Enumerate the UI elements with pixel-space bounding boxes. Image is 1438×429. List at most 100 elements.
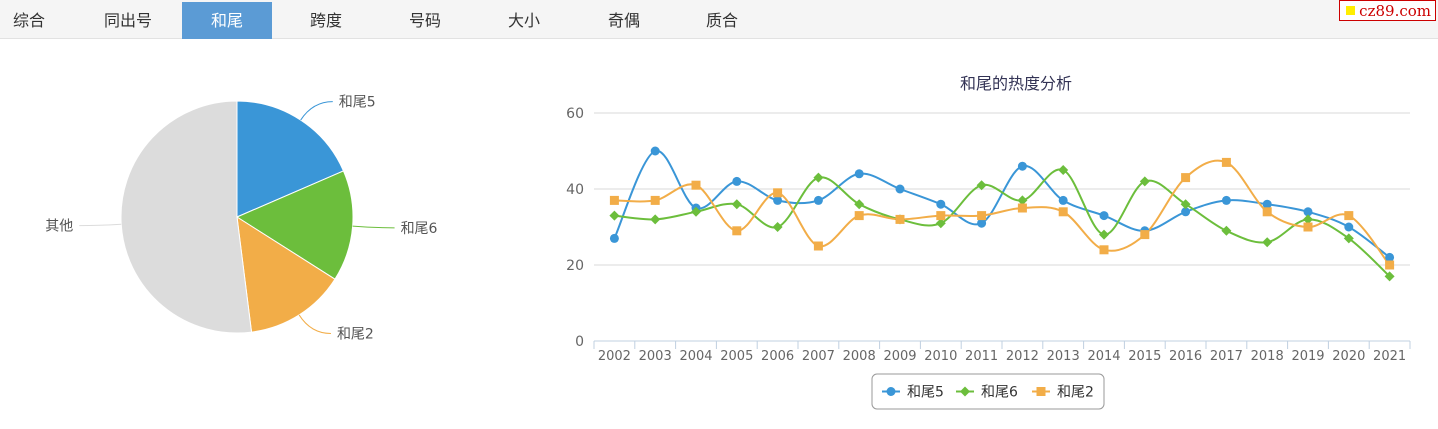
series-3-point-2: [691, 180, 701, 190]
tab-tongchuhao[interactable]: 同出号: [103, 11, 152, 30]
x-tick-label-9: 2011: [965, 349, 998, 364]
pie-label-1: 和尾5: [339, 95, 376, 111]
tab-daxiao[interactable]: 大小: [507, 11, 540, 30]
series-1-point-12: [1099, 211, 1109, 221]
series-2-point-0: [609, 210, 620, 221]
tab-haoma[interactable]: 号码: [408, 11, 441, 30]
x-tick-label-0: 2002: [598, 349, 631, 364]
series-1-point-3: [732, 176, 742, 186]
logo-text: cz89.com: [1359, 1, 1431, 20]
x-tick-label-10: 2012: [1006, 349, 1039, 364]
series-2-point-11: [1058, 165, 1069, 175]
series-1-point-7: [895, 184, 905, 194]
series-3-point-8: [936, 211, 946, 221]
x-tick-label-18: 2020: [1332, 349, 1365, 364]
series-1-point-14: [1181, 207, 1191, 217]
x-tick-label-19: 2021: [1373, 349, 1406, 364]
series-2-point-18: [1343, 233, 1354, 244]
legend-marker-3: [1036, 387, 1046, 396]
series-3-point-15: [1221, 157, 1231, 167]
x-tick-label-8: 2010: [924, 349, 957, 364]
legend-label-1: 和尾5: [907, 385, 944, 401]
pie-slice-3: [236, 216, 336, 333]
x-tick-label-12: 2014: [1087, 349, 1120, 364]
series-1-point-4: [773, 195, 783, 205]
series-line-2: [614, 168, 1391, 278]
x-tick-label-5: 2007: [802, 349, 835, 364]
x-tick-label-15: 2017: [1210, 349, 1243, 364]
series-1-point-19: [1385, 252, 1395, 262]
tab-kuadu[interactable]: 跨度: [309, 11, 342, 30]
pie-chart: 和尾5 和尾6 和尾2 其他: [45, 95, 437, 343]
tab-zonghe[interactable]: 综合: [12, 11, 45, 30]
legend-label-3: 和尾2: [1057, 385, 1094, 401]
series-1-point-15: [1221, 195, 1231, 205]
logo-square-icon: [1346, 6, 1356, 15]
pie-label-4: 其他: [45, 219, 73, 235]
series-3-point-18: [1344, 211, 1354, 221]
legend-marker-1: [886, 387, 896, 396]
series-2-point-2: [691, 206, 701, 217]
series-2-point-1: [650, 214, 661, 225]
series-3-point-5: [813, 241, 823, 251]
series-3-point-9: [977, 211, 987, 221]
legend-marker-2: [960, 386, 970, 397]
x-tick-label-14: 2016: [1169, 349, 1202, 364]
x-tick-label-3: 2005: [720, 349, 753, 364]
pie-label-3: 和尾2: [337, 327, 374, 343]
series-1-point-8: [936, 199, 946, 209]
y-tick-label-3: 60: [566, 106, 584, 122]
series-3-point-7: [895, 214, 905, 224]
series-3-point-11: [1058, 207, 1068, 217]
line-chart: 和尾的热度分析 0 20 40 60 2002 2003 2004 2005 2006 2007 20…: [566, 74, 1411, 410]
series-1-point-18: [1344, 222, 1354, 232]
x-tick-label-1: 2003: [639, 349, 672, 364]
pie-label-line-3: [298, 314, 331, 335]
legend-box: [871, 373, 1105, 410]
series-3-point-13: [1140, 230, 1150, 240]
series-1-point-16: [1262, 199, 1272, 209]
pie-slice-4: [120, 100, 253, 334]
series-3-point-10: [1017, 203, 1027, 213]
x-tick-label-2: 2004: [679, 349, 712, 364]
series-2-point-4: [772, 222, 783, 232]
series-1-point-9: [977, 218, 987, 228]
x-tick-label-7: 2009: [883, 349, 916, 364]
legend-label-2: 和尾6: [981, 385, 1018, 401]
tab-hewei[interactable]: 和尾: [182, 2, 272, 39]
series-3-point-16: [1262, 207, 1272, 217]
pie-label-line-4: [79, 223, 122, 227]
series-2-point-10: [1017, 195, 1028, 206]
series-2-point-15: [1221, 225, 1232, 236]
series-1-point-6: [854, 169, 864, 179]
tab-jiou[interactable]: 奇偶: [607, 11, 640, 30]
series-2-point-3: [731, 199, 742, 210]
series-line-3: [614, 159, 1391, 266]
series-2-point-19: [1384, 271, 1395, 282]
series-2-point-5: [813, 172, 824, 183]
site-logo[interactable]: cz89.com: [1339, 0, 1436, 21]
series-1-point-5: [813, 195, 823, 205]
series-3-point-0: [609, 195, 619, 205]
tab-zhihe[interactable]: 质合: [705, 11, 738, 30]
series-2-point-16: [1262, 237, 1273, 248]
series-1-point-10: [1017, 161, 1027, 171]
x-tick-label-6: 2008: [843, 349, 876, 364]
pie-label-line-2: [352, 225, 395, 229]
x-tick-label-17: 2019: [1291, 349, 1324, 364]
y-tick-label-1: 20: [566, 258, 584, 274]
tab-bar: 综合 同出号 和尾 跨度 号码 大小 奇偶 质合 cz89.com: [0, 0, 1438, 39]
chart-title: 和尾的热度分析: [960, 74, 1072, 93]
series-3-point-6: [854, 211, 864, 221]
series-1-point-1: [650, 146, 660, 156]
x-tick-label-4: 2006: [761, 349, 794, 364]
series-2-point-8: [935, 218, 946, 229]
series-1-point-0: [609, 233, 619, 243]
series-3-point-19: [1385, 260, 1395, 270]
series-3-point-17: [1303, 222, 1313, 232]
series-3-point-1: [650, 195, 660, 205]
x-tick-label-16: 2018: [1251, 349, 1284, 364]
series-1-point-17: [1303, 207, 1313, 217]
y-tick-label-0: 0: [575, 334, 584, 350]
x-tick-label-13: 2015: [1128, 349, 1161, 364]
